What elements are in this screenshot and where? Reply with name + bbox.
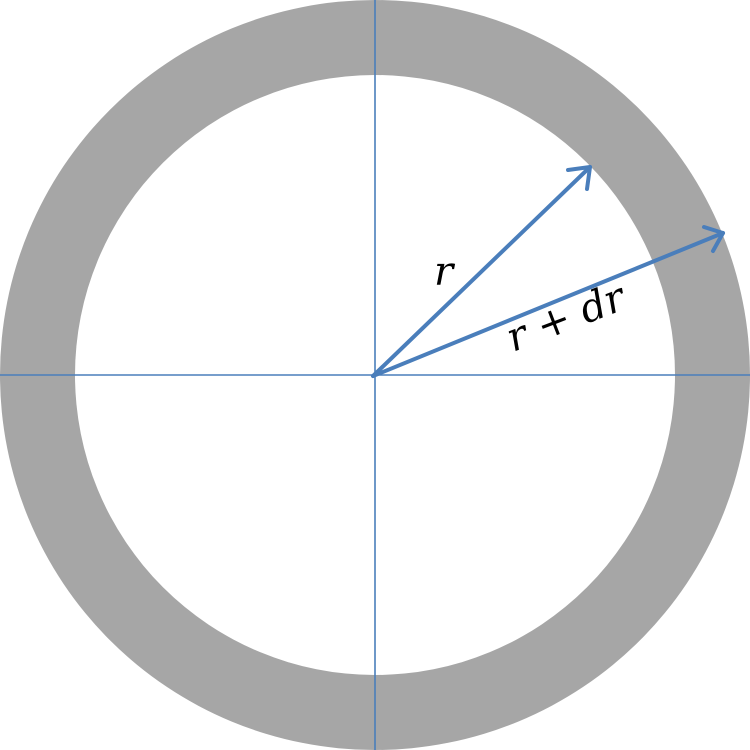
arrowhead-icon <box>702 225 725 253</box>
radius-r-arrow <box>371 165 592 378</box>
radius-r-plus-dr-arrow <box>371 225 725 378</box>
arrowhead-icon <box>566 165 592 191</box>
label-r: r <box>434 249 456 295</box>
